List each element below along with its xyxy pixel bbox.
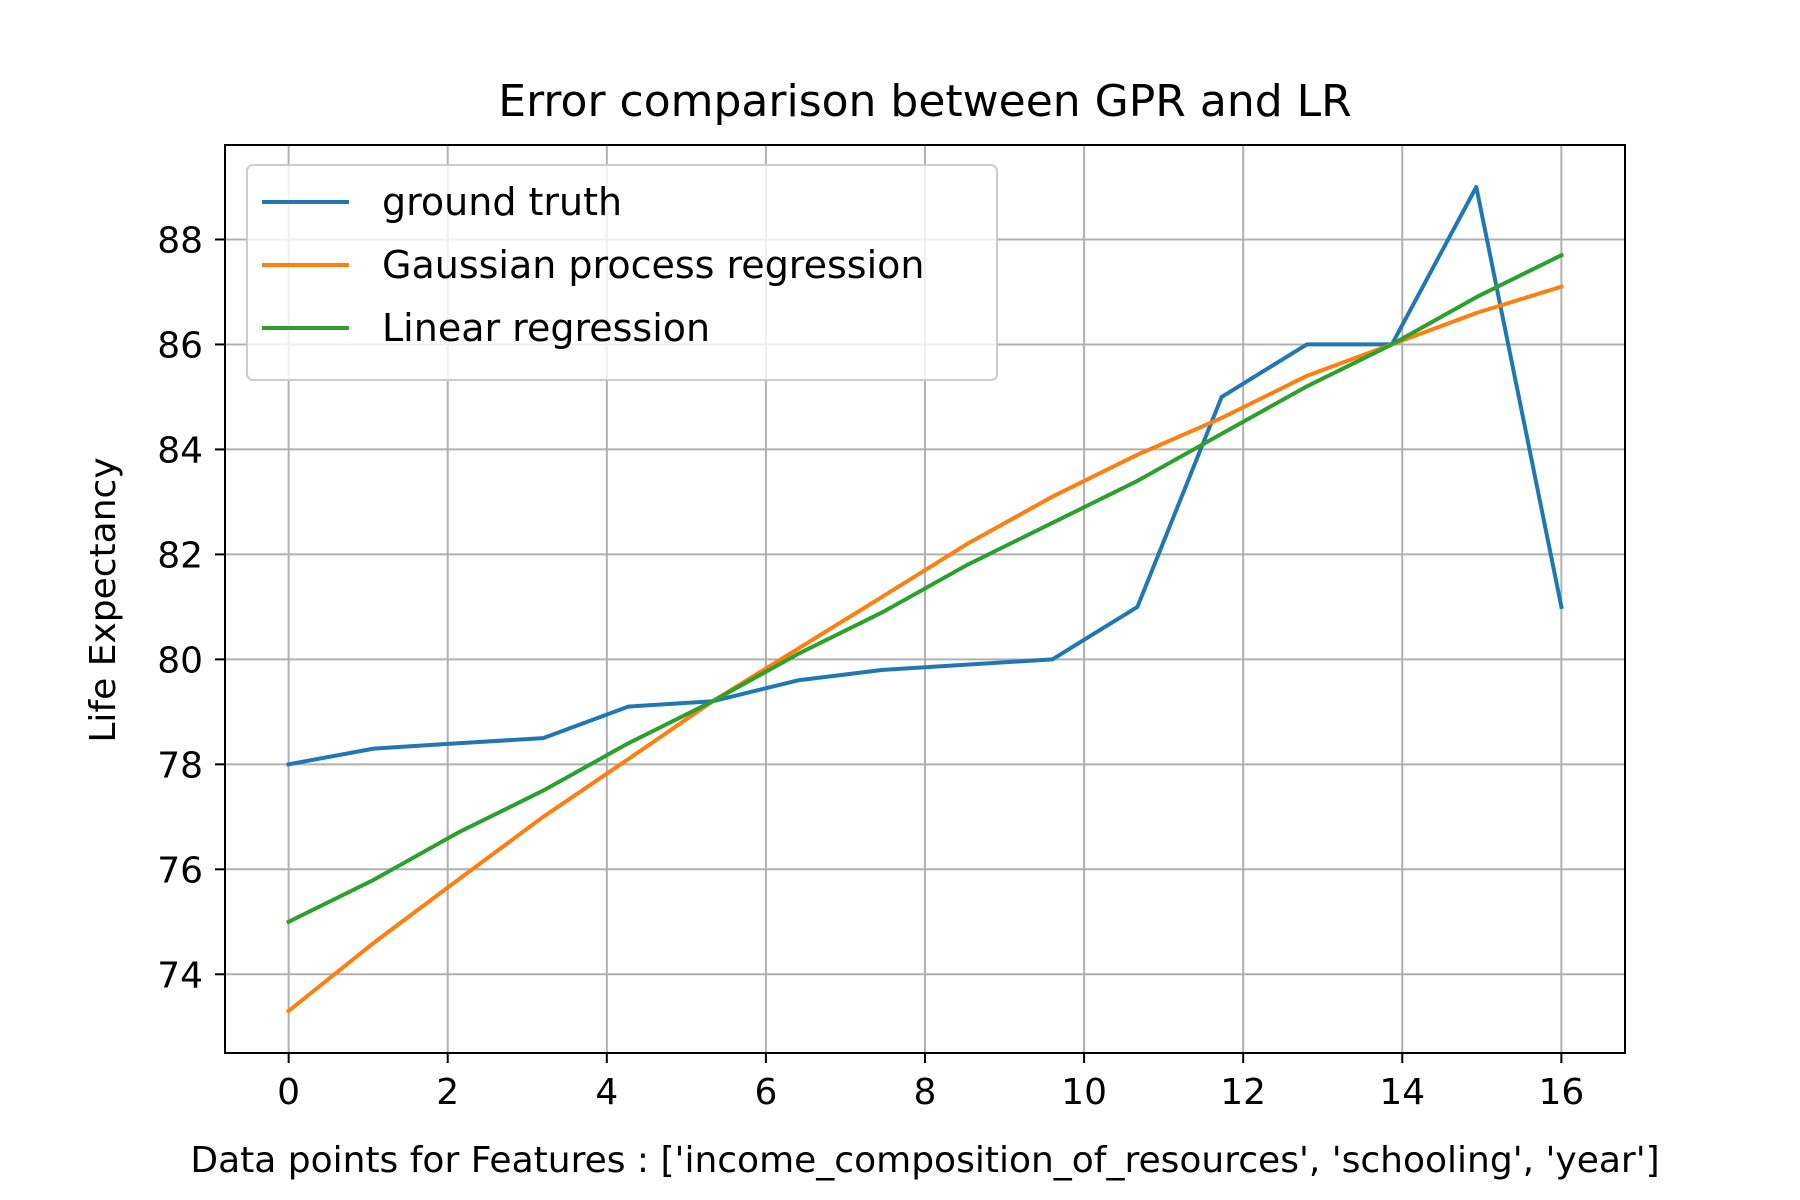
x-tick-label: 0 [277, 1072, 300, 1113]
series-line-ground-truth [286, 185, 1564, 767]
x-tick-label: 2 [436, 1072, 459, 1113]
y-axis-ticks: 74 76 78 80 82 84 86 88 [157, 220, 225, 996]
series-lines [285, 185, 1565, 1014]
y-tick-label: 86 [157, 325, 203, 366]
chart-title: Error comparison between GPR and LR [498, 76, 1351, 127]
series-line-gaussian-process-regression [285, 284, 1564, 1014]
x-axis-label: Data points for Features : ['income_comp… [190, 1140, 1659, 1181]
x-tick-label: 12 [1220, 1072, 1266, 1113]
y-tick-label: 78 [157, 745, 203, 786]
x-tick-label: 8 [914, 1072, 937, 1113]
x-tick-label: 16 [1538, 1072, 1584, 1113]
y-tick-label: 74 [157, 955, 203, 996]
legend-label-linear-regression: Linear regression [382, 306, 710, 350]
legend-label-ground-truth: ground truth [382, 180, 622, 224]
legend-box [246, 164, 998, 381]
y-tick-label: 82 [157, 535, 203, 576]
y-tick-label: 80 [157, 640, 203, 681]
legend: ground truth Gaussian process regression L… [246, 164, 998, 381]
y-axis-label: Life Expectancy [83, 457, 124, 742]
x-axis-ticks: 0 2 4 6 8 10 12 14 16 [277, 1053, 1584, 1113]
y-tick-label: 76 [157, 850, 203, 891]
x-tick-label: 14 [1379, 1072, 1425, 1113]
series-line-linear-regression [285, 252, 1565, 925]
x-tick-label: 10 [1061, 1072, 1107, 1113]
x-tick-label: 6 [754, 1072, 777, 1113]
y-tick-label: 84 [157, 430, 203, 471]
legend-label-gaussian-process-regression: Gaussian process regression [382, 243, 924, 287]
x-tick-label: 4 [595, 1072, 618, 1113]
y-tick-label: 88 [157, 220, 203, 261]
